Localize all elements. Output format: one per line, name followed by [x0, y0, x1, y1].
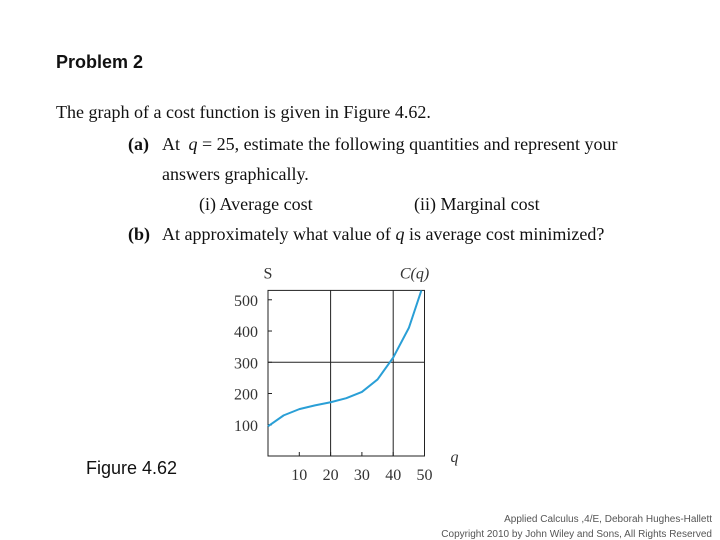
x-tick-label: 50: [417, 467, 433, 484]
x-tick-label: 20: [323, 467, 339, 484]
variable: q: [395, 224, 404, 244]
y-tick-label: 400: [234, 324, 258, 341]
y-axis-label: S: [264, 265, 273, 282]
part-text: answers graphically.: [162, 164, 309, 184]
text: At: [162, 134, 185, 154]
sub-item: (ii) Marginal cost: [414, 194, 540, 215]
sub-item: (i) Average cost: [199, 194, 313, 215]
text: = 25, estimate the following quantities …: [198, 134, 618, 154]
slide-title: Problem 2: [56, 52, 143, 72]
variable: q: [189, 134, 198, 154]
part-label: (b): [128, 224, 150, 245]
y-tick-label: 300: [234, 355, 258, 372]
part-text: At q = 25, estimate the following quanti…: [162, 134, 618, 154]
x-tick-label: 30: [354, 467, 370, 484]
footer: Copyright 2010 by John Wiley and Sons, A…: [441, 529, 712, 540]
chart: 100 200 300 400 500 10 20 30 40 50 Sq C(q): [234, 265, 459, 484]
curve-label: C(q): [400, 265, 429, 282]
text: is average cost minimized?: [404, 224, 604, 244]
x-tick-label: 40: [385, 467, 401, 484]
y-tick-label: 100: [234, 418, 258, 435]
y-tick-label: 500: [234, 293, 258, 310]
cost-curve: [267, 290, 423, 428]
footer: Applied Calculus ,4/E, Deborah Hughes-Ha…: [504, 514, 712, 525]
y-tick-label: 200: [234, 387, 258, 404]
x-axis-label: q: [451, 449, 459, 466]
figure-caption: Figure 4.62: [86, 458, 177, 478]
part-text: At approximately what value of q is aver…: [162, 224, 604, 244]
part-label: (a): [128, 134, 149, 155]
x-tick-label: 10: [291, 467, 307, 484]
intro: The graph of a cost function is given in…: [56, 102, 431, 122]
text: At approximately what value of: [162, 224, 395, 244]
plot-frame: [267, 289, 425, 457]
